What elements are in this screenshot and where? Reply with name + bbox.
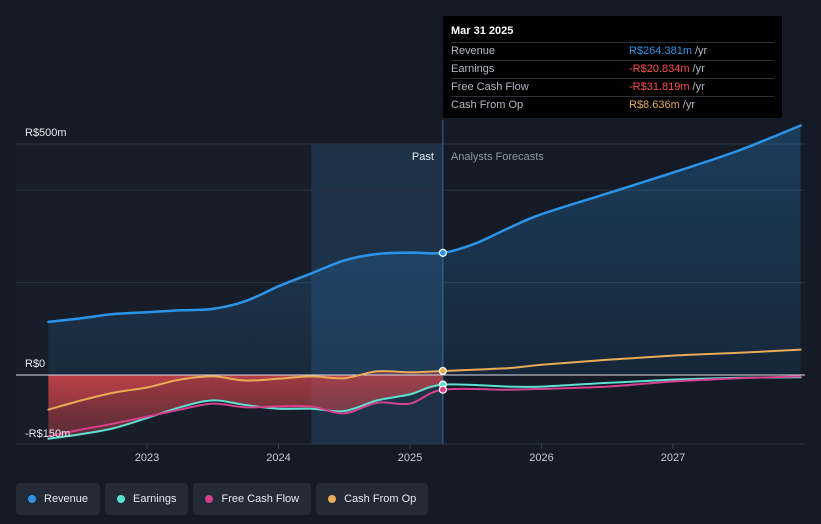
legend-dot-icon [205,495,214,503]
legend: Revenue Earnings Free Cash Flow Cash Fro… [16,483,429,515]
tooltip-row-name: Revenue [451,45,496,57]
series-areas [48,125,801,439]
tooltip: Mar 31 2025 Revenue R$264.381m /yr Earni… [443,16,782,118]
tooltip-row-cash-from-op: Cash From Op R$8.636m /yr [451,96,774,114]
earnings-negative-area [48,375,443,439]
free-cash-flow-line [47,375,802,438]
series-lines [47,124,802,440]
past-label: Past [412,151,434,163]
legend-item-earnings[interactable]: Earnings [105,483,189,515]
tooltip-markers [438,248,447,394]
x-tick-label: 2024 [266,452,290,464]
tooltip-row-unit: /yr [692,63,705,75]
legend-label: Earnings [133,493,177,505]
legend-item-cash-from-op[interactable]: Cash From Op [316,483,429,515]
revenue-marker [438,248,447,257]
tooltip-row-name: Free Cash Flow [451,81,529,93]
cash-from-op-negative-area [48,371,443,410]
legend-label: Revenue [44,493,89,505]
tooltip-row-value: -R$20.834m [629,63,690,75]
forecast-label: Analysts Forecasts [451,151,544,163]
tooltip-date: Mar 31 2025 [451,25,514,37]
free-cash-flow-marker [438,385,447,394]
tooltip-row-name: Cash From Op [451,99,524,111]
tooltip-row-value: R$264.381m [629,45,692,57]
tooltip-row-name: Earnings [451,63,495,75]
cash-from-op-marker [438,366,447,376]
legend-dot-icon [28,495,36,503]
y-axis-top-label: R$500m [25,127,67,139]
tooltip-row-value: R$8.636m [629,99,680,111]
legend-label: Cash From Op [344,493,417,505]
x-tick-label: 2026 [529,452,553,464]
tooltip-row-unit: /yr [692,81,705,93]
revenue-area [48,125,801,375]
x-axis-ticks: 2023 2024 2025 2026 2027 [135,444,685,464]
legend-label: Free Cash Flow [221,493,300,505]
y-axis-bottom-label: -R$150m [25,428,70,440]
x-tick-label: 2027 [661,452,685,464]
cash-from-op-line [47,348,802,411]
tooltip-row-value: -R$31.819m [629,81,690,93]
x-tick-label: 2025 [398,452,422,464]
tooltip-row-earnings: Earnings -R$20.834m /yr [451,60,774,78]
revenue-line [47,124,802,324]
y-axis-zero-label: R$0 [25,358,45,370]
tooltip-row-unit: /yr [695,45,708,57]
legend-item-free-cash-flow[interactable]: Free Cash Flow [193,483,312,515]
legend-item-revenue[interactable]: Revenue [16,483,101,515]
earnings-line [47,376,802,440]
tooltip-row-unit: /yr [682,99,695,111]
x-tick-label: 2023 [135,452,159,464]
tooltip-row-revenue: Revenue R$264.381m /yr [451,42,774,60]
legend-dot-icon [328,495,337,503]
legend-dot-icon [117,495,126,503]
tooltip-row-free-cash-flow: Free Cash Flow -R$31.819m /yr [451,78,774,96]
